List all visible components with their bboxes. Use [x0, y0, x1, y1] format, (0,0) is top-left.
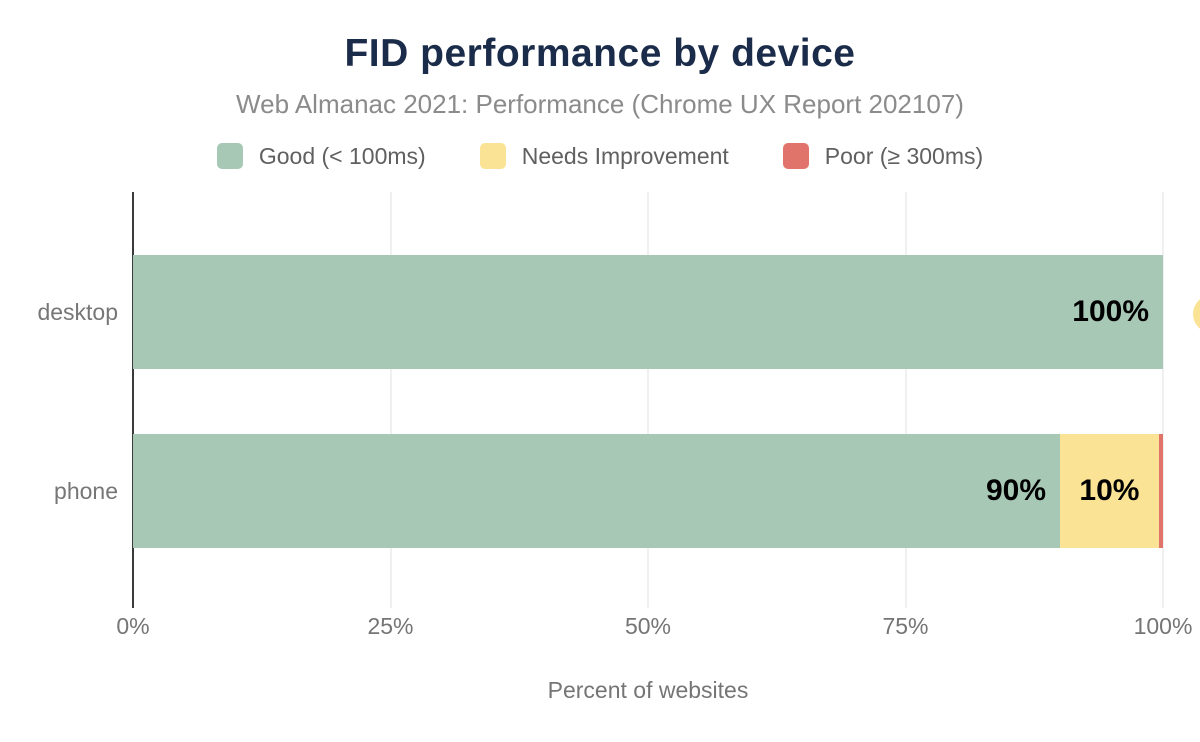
- bar-segment: [1158, 434, 1163, 548]
- x-tick-label: 0%: [116, 613, 150, 639]
- x-axis-title: Percent of websites: [547, 677, 749, 703]
- gridline: [1162, 192, 1164, 608]
- legend-label: Good (< 100ms): [258, 142, 426, 169]
- x-tick-label: 100%: [1133, 613, 1193, 639]
- legend-swatch-icon: [479, 143, 506, 169]
- y-axis-line: [132, 192, 134, 608]
- gridline: [904, 192, 907, 608]
- chart-subtitle: Web Almanac 2021: Performance (Chrome UX…: [236, 89, 964, 119]
- bar-phone: 90% 10%: [133, 434, 1163, 548]
- legend-label: Poor (≥ 300ms): [824, 142, 984, 169]
- clipped-data-marker: [1193, 295, 1200, 333]
- x-tick-label: 50%: [624, 613, 672, 639]
- bar-desktop: 100%: [133, 255, 1163, 369]
- legend-swatch-icon: [216, 143, 243, 169]
- bar-segment: 90%: [133, 434, 1060, 548]
- legend-label: Needs Improvement: [521, 142, 729, 169]
- x-tick-label: 25%: [367, 613, 414, 639]
- legend-swatch-icon: [782, 143, 809, 169]
- plot-area: 100% 90% 10%: [132, 192, 1164, 608]
- gridline: [389, 192, 392, 608]
- legend-item: Good (< 100ms): [216, 142, 426, 170]
- y-category-label: desktop: [37, 299, 118, 325]
- bar-value-label: 10%: [1079, 474, 1140, 507]
- bar-value-label: 90%: [985, 474, 1046, 507]
- legend: Good (< 100ms) Needs Improvement Poor (≥ 3…: [0, 139, 1200, 173]
- legend-item: Poor (≥ 300ms): [782, 142, 984, 170]
- bar-segment: 100%: [133, 255, 1163, 369]
- x-tick-label: 75%: [882, 613, 929, 639]
- legend-item: Needs Improvement: [479, 142, 729, 170]
- bar-value-label: 100%: [1072, 295, 1149, 328]
- chart-title: FID performance by device: [344, 32, 856, 75]
- y-category-label: phone: [54, 478, 118, 504]
- gridline: [647, 192, 649, 608]
- bar-segment: 10%: [1060, 434, 1159, 548]
